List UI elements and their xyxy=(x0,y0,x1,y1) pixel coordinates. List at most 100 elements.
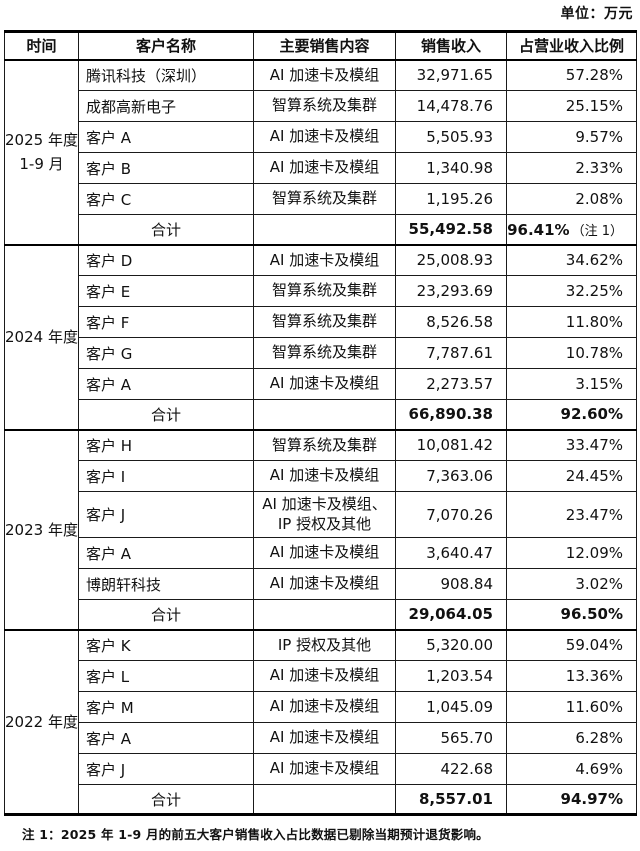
sales-content-cell-empty xyxy=(253,399,396,430)
customer-name-cell: 客户 A xyxy=(78,722,254,754)
sales-content-cell: AI 加速卡及模组 xyxy=(253,152,396,184)
sales-content-cell: 智算系统及集群 xyxy=(253,306,396,338)
unit-row: 单位：万元 xyxy=(0,0,640,30)
total-label-cell: 合计 xyxy=(78,784,254,815)
revenue-cell: 908.84 xyxy=(395,568,507,600)
share-cell: 13.36% xyxy=(506,660,637,692)
table-row: 博朗轩科技 AI 加速卡及模组 908.84 3.02% xyxy=(5,568,637,600)
share-cell: 3.02% xyxy=(506,568,637,600)
sales-content-cell: AI 加速卡及模组 xyxy=(253,722,396,754)
revenue-cell: 1,195.26 xyxy=(395,183,507,215)
revenue-cell: 10,081.42 xyxy=(395,428,507,461)
total-share-cell: 94.97% xyxy=(506,784,637,815)
footnote: 注 1：2025 年 1-9 月的前五大客户销售收入占比数据已剔除当期预计退货影… xyxy=(22,827,489,842)
customer-name-cell: 腾讯科技（深圳） xyxy=(78,59,254,91)
sales-content-cell: 智算系统及集群 xyxy=(253,428,396,461)
revenue-cell: 7,363.06 xyxy=(395,460,507,492)
table-row: 客户 F 智算系统及集群 8,526.58 11.80% xyxy=(5,306,637,338)
column-header-customer-name: 客户名称 xyxy=(78,31,254,61)
share-cell: 11.60% xyxy=(506,691,637,723)
top-customers-sales-table: 时间 客户名称 主要销售内容 销售收入 占营业收入比例 2025 年度 1-9 月… xyxy=(4,30,637,816)
customer-name-cell: 客户 J xyxy=(78,491,254,538)
total-revenue-cell: 29,064.05 xyxy=(395,599,507,630)
sales-content-cell-empty xyxy=(253,214,396,245)
revenue-cell: 3,640.47 xyxy=(395,537,507,569)
table-row: 客户 J AI 加速卡及模组 422.68 4.69% xyxy=(5,753,637,785)
share-cell: 32.25% xyxy=(506,275,637,307)
period-cell: 2022 年度 xyxy=(4,628,79,815)
total-row: 合计 29,064.05 96.50% xyxy=(5,599,637,630)
total-row: 合计 55,492.58 96.41% （注 1） xyxy=(5,214,637,245)
sales-content-cell: AI 加速卡及模组 xyxy=(253,568,396,600)
customer-name-cell: 客户 B xyxy=(78,152,254,184)
header-row: 时间 客户名称 主要销售内容 销售收入 占营业收入比例 xyxy=(4,31,637,61)
revenue-cell: 1,203.54 xyxy=(395,660,507,692)
revenue-cell: 14,478.76 xyxy=(395,90,507,122)
revenue-cell: 23,293.69 xyxy=(395,275,507,307)
share-cell: 10.78% xyxy=(506,337,637,369)
unit-label: 单位：万元 xyxy=(560,6,633,22)
customer-name-cell: 客户 G xyxy=(78,337,254,369)
period-cell: 2025 年度 1-9 月 xyxy=(4,59,79,245)
sales-content-cell: 智算系统及集群 xyxy=(253,90,396,122)
sales-content-cell-empty xyxy=(253,784,396,815)
table-row: 客户 M AI 加速卡及模组 1,045.09 11.60% xyxy=(5,691,637,723)
sales-content-cell: 智算系统及集群 xyxy=(253,183,396,215)
customer-name-cell: 客户 C xyxy=(78,183,254,215)
revenue-cell: 25,008.93 xyxy=(395,243,507,276)
total-revenue-cell: 55,492.58 xyxy=(395,214,507,245)
table-row: 成都高新电子 智算系统及集群 14,478.76 25.15% xyxy=(5,90,637,122)
share-cell: 12.09% xyxy=(506,537,637,569)
table-row: 客户 C 智算系统及集群 1,195.26 2.08% xyxy=(5,183,637,215)
share-cell: 9.57% xyxy=(506,121,637,153)
revenue-cell: 5,320.00 xyxy=(395,628,507,661)
total-revenue-cell: 8,557.01 xyxy=(395,784,507,815)
table-row: 2023 年度 客户 H 智算系统及集群 10,081.42 33.47% xyxy=(4,428,637,630)
table-row: 2025 年度 1-9 月腾讯科技（深圳） AI 加速卡及模组 32,971.65 57… xyxy=(4,59,637,245)
column-header-revenue-share: 占营业收入比例 xyxy=(506,31,637,61)
sales-content-cell: AI 加速卡及模组 xyxy=(253,59,396,91)
sales-content-cell: AI 加速卡及模组 xyxy=(253,460,396,492)
sales-content-cell: AI 加速卡及模组 xyxy=(253,691,396,723)
period-cell: 2024 年度 xyxy=(4,243,79,430)
share-cell: 3.15% xyxy=(506,368,637,400)
total-row: 合计 66,890.38 92.60% xyxy=(5,399,637,430)
share-cell: 34.62% xyxy=(506,243,637,276)
customer-name-cell: 客户 M xyxy=(78,691,254,723)
revenue-cell: 7,787.61 xyxy=(395,337,507,369)
customer-name-cell: 客户 F xyxy=(78,306,254,338)
column-header-time: 时间 xyxy=(4,31,79,61)
revenue-cell: 1,045.09 xyxy=(395,691,507,723)
table-row: 客户 L AI 加速卡及模组 1,203.54 13.36% xyxy=(5,660,637,692)
share-cell: 33.47% xyxy=(506,428,637,461)
customer-name-cell: 客户 H xyxy=(78,428,254,461)
table-row: 客户 G 智算系统及集群 7,787.61 10.78% xyxy=(5,337,637,369)
share-cell: 23.47% xyxy=(506,491,637,538)
table-body: 2025 年度 1-9 月腾讯科技（深圳） AI 加速卡及模组 32,971.65 57… xyxy=(4,59,637,815)
column-header-sales-revenue: 销售收入 xyxy=(395,31,507,61)
share-cell: 25.15% xyxy=(506,90,637,122)
total-label-cell: 合计 xyxy=(78,599,254,630)
sales-content-cell: AI 加速卡及模组 xyxy=(253,753,396,785)
share-cell: 2.08% xyxy=(506,183,637,215)
table-row: 客户 I AI 加速卡及模组 7,363.06 24.45% xyxy=(5,460,637,492)
table-row: 2022 年度 客户 K IP 授权及其他 5,320.00 59.04% xyxy=(4,628,637,815)
total-label-cell: 合计 xyxy=(78,214,254,245)
sales-content-cell: 智算系统及集群 xyxy=(253,275,396,307)
table-row: 客户 A AI 加速卡及模组 5,505.93 9.57% xyxy=(5,121,637,153)
revenue-cell: 422.68 xyxy=(395,753,507,785)
share-cell: 4.69% xyxy=(506,753,637,785)
sales-content-cell-empty xyxy=(253,599,396,630)
table-row: 客户 B AI 加速卡及模组 1,340.98 2.33% xyxy=(5,152,637,184)
customer-name-cell: 客户 A xyxy=(78,537,254,569)
revenue-cell: 2,273.57 xyxy=(395,368,507,400)
total-share-cell: 92.60% xyxy=(506,399,637,430)
sales-content-cell: AI 加速卡及模组 xyxy=(253,121,396,153)
table-row: 客户 A AI 加速卡及模组 565.70 6.28% xyxy=(5,722,637,754)
revenue-cell: 32,971.65 xyxy=(395,59,507,91)
customer-name-cell: 客户 A xyxy=(78,368,254,400)
table-row: 2024 年度 客户 D AI 加速卡及模组 25,008.93 34.62% xyxy=(4,243,637,430)
customer-name-cell: 客户 A xyxy=(78,121,254,153)
revenue-cell: 565.70 xyxy=(395,722,507,754)
